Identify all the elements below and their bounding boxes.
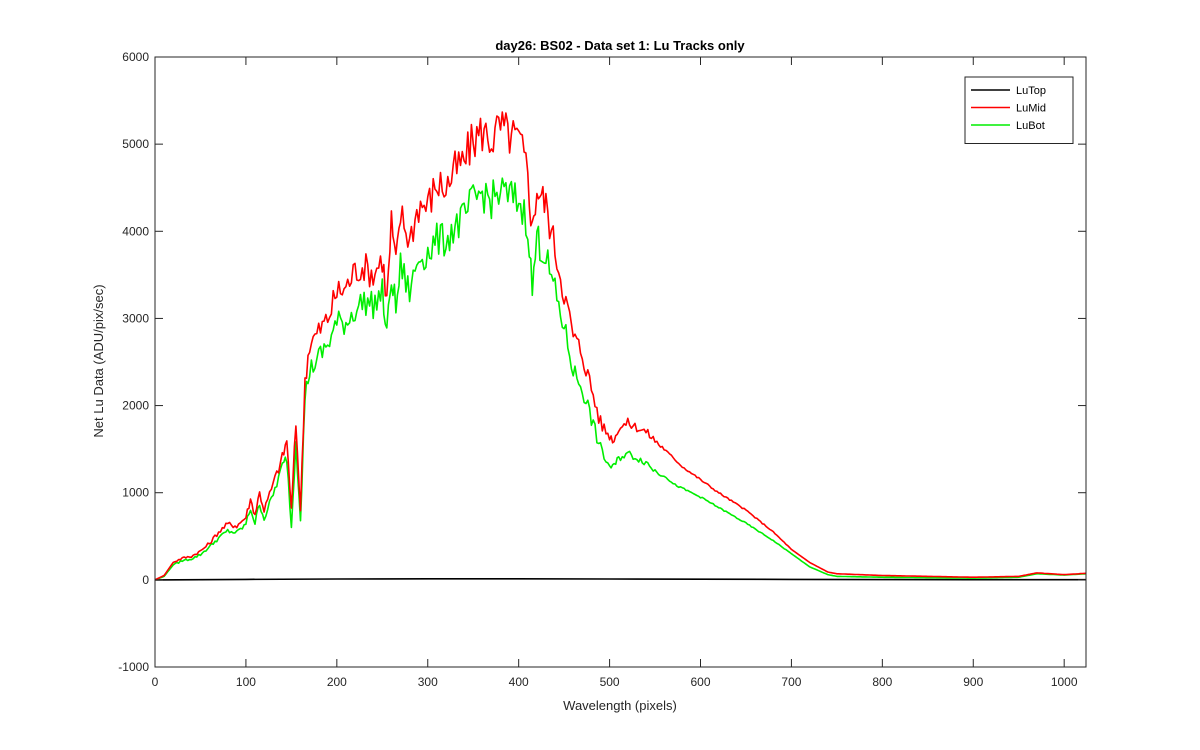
y-tick-label: 5000 xyxy=(122,137,149,151)
x-tick-label: 500 xyxy=(600,675,620,689)
legend: LuTop LuMid LuBot xyxy=(964,76,1074,144)
x-tick-label: 300 xyxy=(418,675,438,689)
x-tick-label: 900 xyxy=(963,675,983,689)
x-tick-label: 700 xyxy=(781,675,801,689)
y-tick-label: 1000 xyxy=(122,486,149,500)
series-line-lutop xyxy=(154,578,1086,581)
y-tick-label: 0 xyxy=(142,573,149,587)
plot-area: 0 100 200 300 400 500 600 700 800 900 1000-1000010… xyxy=(118,50,1087,689)
plot-frame xyxy=(154,56,1087,668)
y-tick-label: -1000 xyxy=(118,660,149,674)
x-tick-label: 200 xyxy=(327,675,347,689)
x-tick-label: 600 xyxy=(690,675,710,689)
x-tick-label: 400 xyxy=(509,675,529,689)
y-tick-label: 3000 xyxy=(122,311,149,325)
legend-label-lutop: LuTop xyxy=(1016,85,1046,97)
y-axis-label: Net Lu Data (ADU/pix/sec) xyxy=(91,284,106,437)
legend-label-lubot: LuBot xyxy=(1016,120,1045,132)
x-axis-label: Wavelength (pixels) xyxy=(563,698,677,713)
x-tick-label: 800 xyxy=(872,675,892,689)
series-line-lumid xyxy=(154,111,1087,581)
plot-background xyxy=(155,57,1086,667)
y-tick-label: 2000 xyxy=(122,399,149,413)
legend-box xyxy=(964,76,1074,144)
y-tick-label: 4000 xyxy=(122,224,149,238)
chart-title: day26: BS02 - Data set 1: Lu Tracks only xyxy=(495,38,745,53)
x-tick-label: 100 xyxy=(236,675,256,689)
legend-label-lumid: LuMid xyxy=(1016,103,1046,115)
x-tick-label: 1000 xyxy=(1051,675,1078,689)
x-tick-label: 0 xyxy=(152,675,159,689)
y-tick-label: 6000 xyxy=(122,50,149,64)
